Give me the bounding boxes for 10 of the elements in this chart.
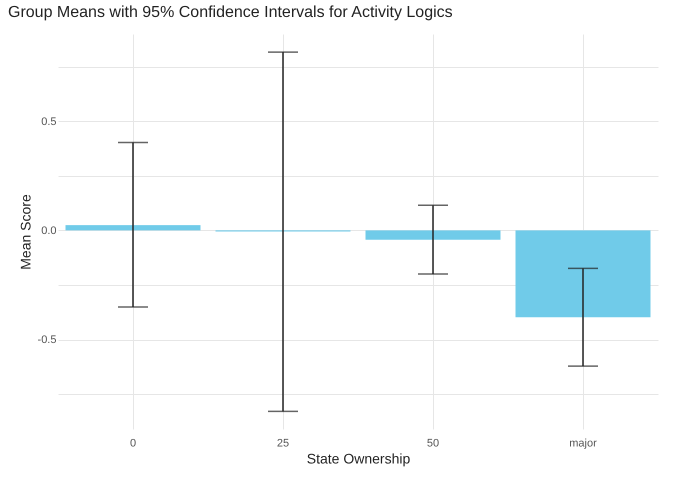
chart-title: Group Means with 95% Confidence Intervals for Activity Logics xyxy=(8,4,453,21)
x-tick-label: 25 xyxy=(276,438,290,450)
x-tick-label: major xyxy=(569,438,598,450)
x-tick-label: 0 xyxy=(130,438,136,450)
y-tick-label: -0.5 xyxy=(38,334,56,346)
x-tick-label: 50 xyxy=(426,438,440,450)
y-tick-label: 0.0 xyxy=(41,224,56,237)
y-tick-label: 0.5 xyxy=(41,116,56,128)
x-axis-title: State Ownership xyxy=(306,450,410,466)
y-axis-title: Mean Score xyxy=(18,194,34,270)
